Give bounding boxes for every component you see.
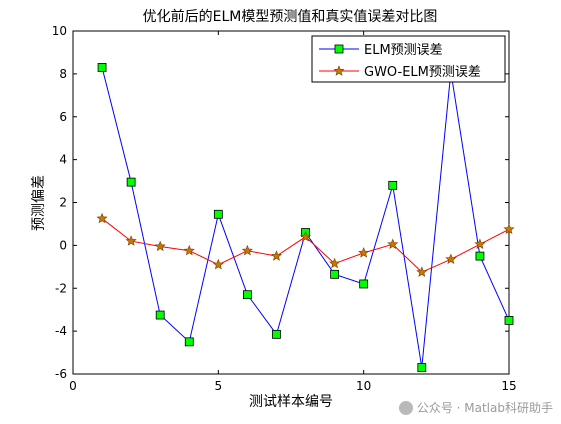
x-axis-label: 测试样本编号 xyxy=(249,394,333,410)
y-tick-label: 0 xyxy=(59,238,67,252)
data-point xyxy=(212,258,224,270)
data-point xyxy=(474,238,486,250)
data-point xyxy=(329,257,341,269)
plot-area xyxy=(72,30,510,375)
data-point xyxy=(272,329,281,339)
legend-marker xyxy=(333,65,345,76)
legend: ELM预测误差 GWO-ELM预测误差 xyxy=(311,35,506,83)
data-point xyxy=(417,363,427,372)
y-tick-label: 10 xyxy=(52,24,67,38)
data-point xyxy=(125,235,137,246)
data-point xyxy=(154,240,166,252)
x-tick-label: 10 xyxy=(356,379,371,393)
watermark-text: 公众号 · Matlab科研助手 xyxy=(416,401,553,415)
y-tick-label: 8 xyxy=(59,67,67,81)
data-point xyxy=(359,279,369,289)
data-point xyxy=(387,238,399,250)
data-point xyxy=(358,247,370,258)
data-point xyxy=(300,230,312,242)
data-point xyxy=(242,290,252,300)
data-point xyxy=(96,212,108,224)
data-point xyxy=(97,63,107,72)
wechat-icon xyxy=(398,400,413,415)
y-tick-label: -2 xyxy=(55,281,67,295)
x-tick-label: 5 xyxy=(215,379,223,393)
data-point xyxy=(388,180,398,190)
data-point xyxy=(183,244,195,256)
y-tick-label: 2 xyxy=(59,196,67,210)
x-tick-label: 15 xyxy=(501,379,516,393)
legend-box xyxy=(311,35,506,83)
data-point xyxy=(503,223,515,234)
data-point xyxy=(416,266,428,277)
data-point xyxy=(330,269,340,279)
legend-label: ELM预测误差 xyxy=(364,43,443,58)
data-point xyxy=(126,177,136,187)
y-tick-label: 4 xyxy=(59,153,67,167)
x-tick-label: 0 xyxy=(69,379,77,393)
legend-marker xyxy=(334,44,344,54)
data-point xyxy=(155,310,165,320)
legend-label: GWO-ELM预测误差 xyxy=(364,65,481,80)
y-axis-label: 预测偏差 xyxy=(31,175,47,231)
data-point xyxy=(504,316,514,325)
data-point xyxy=(270,250,282,261)
chart-title: 优化前后的ELM模型预测值和真实值误差对比图 xyxy=(143,8,438,25)
y-tick-label: -6 xyxy=(55,367,67,381)
watermark: 公众号 · Matlab科研助手 xyxy=(398,399,553,416)
y-tick-label: -4 xyxy=(55,324,67,338)
data-point xyxy=(475,251,485,261)
legend-entry: GWO-ELM预测误差 xyxy=(319,65,481,80)
data-point xyxy=(184,337,194,347)
legend-entry: ELM预测误差 xyxy=(319,43,443,58)
axes-layer: 0 5 10 15 -6 -4 -2 0 2 4 6 8 10 xyxy=(52,24,517,393)
data-point xyxy=(213,209,223,219)
data-point xyxy=(445,253,457,265)
y-tick-label: 6 xyxy=(59,110,67,124)
series-2 xyxy=(96,212,515,277)
data-point xyxy=(241,244,253,256)
